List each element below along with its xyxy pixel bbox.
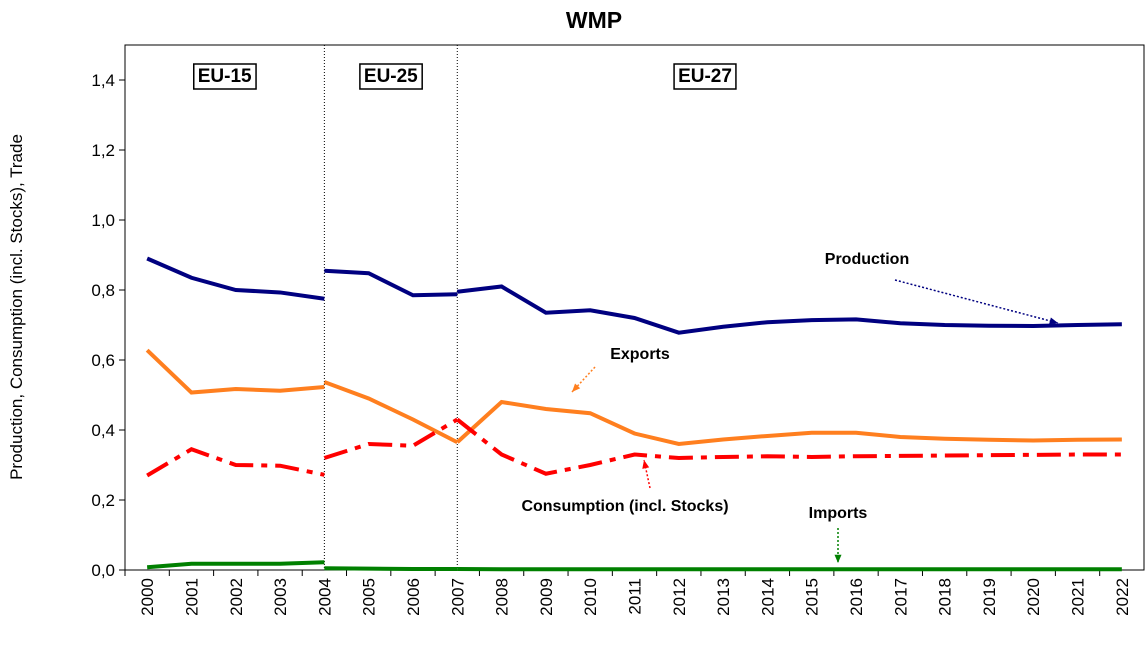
x-tick-label: 2012 — [670, 578, 689, 616]
y-tick-label: 1,2 — [91, 141, 115, 160]
x-tick-label: 2007 — [448, 578, 467, 616]
x-tick-label: 2019 — [980, 578, 999, 616]
annotation-arrowhead — [1049, 317, 1058, 324]
plot-area — [125, 45, 1144, 570]
region-label: EU-25 — [364, 66, 418, 87]
x-tick-label: 2015 — [803, 578, 822, 616]
x-tick-label: 2005 — [360, 578, 379, 616]
x-tick-label: 2008 — [493, 578, 512, 616]
series-line — [147, 449, 324, 475]
x-tick-label: 2010 — [581, 578, 600, 616]
y-tick-label: 1,0 — [91, 211, 115, 230]
y-tick-label: 0,8 — [91, 281, 115, 300]
x-tick-label: 2018 — [936, 578, 955, 616]
x-tick-label: 2011 — [626, 578, 645, 615]
x-tick-label: 2017 — [891, 578, 910, 616]
x-tick-label: 2009 — [537, 578, 556, 616]
annotation-arrow — [895, 280, 1058, 323]
x-tick-label: 2000 — [138, 578, 157, 616]
series-line — [324, 420, 457, 459]
y-axis-title: Production, Consumption (incl. Stocks), … — [7, 134, 26, 480]
series-line — [457, 287, 1122, 333]
series-line — [147, 562, 324, 567]
series-annotation: Exports — [610, 346, 670, 363]
annotation-arrowhead — [642, 460, 649, 469]
series-line — [457, 420, 1122, 474]
series-annotation: Production — [825, 251, 909, 268]
y-tick-label: 1,4 — [91, 71, 115, 90]
x-tick-label: 2006 — [404, 578, 423, 616]
x-tick-label: 2020 — [1024, 578, 1043, 616]
annotation-arrowhead — [834, 555, 841, 563]
series-line — [324, 271, 457, 296]
y-tick-label: 0,0 — [91, 561, 115, 580]
y-tick-label: 0,6 — [91, 351, 115, 370]
series-line — [324, 568, 457, 569]
series-annotation: Consumption (incl. Stocks) — [521, 498, 728, 515]
series-line — [457, 402, 1122, 444]
region-label: EU-15 — [198, 66, 252, 87]
x-tick-label: 2003 — [271, 578, 290, 616]
x-tick-label: 2013 — [714, 578, 733, 616]
y-tick-label: 0,2 — [91, 491, 115, 510]
x-tick-label: 2014 — [758, 578, 777, 616]
annotation-arrowhead — [572, 384, 580, 392]
x-tick-label: 2001 — [182, 578, 201, 616]
region-label: EU-27 — [678, 66, 732, 87]
x-tick-label: 2021 — [1069, 578, 1088, 616]
x-tick-label: 2004 — [315, 578, 334, 616]
series-line — [147, 259, 324, 299]
y-tick-label: 0,4 — [91, 421, 115, 440]
series-annotation: Imports — [809, 505, 868, 522]
chart-title: WMP — [566, 7, 622, 33]
x-tick-label: 2016 — [847, 578, 866, 616]
series-line — [324, 382, 457, 442]
x-tick-label: 2002 — [227, 578, 246, 616]
x-tick-label: 2022 — [1113, 578, 1132, 616]
series-line — [147, 350, 324, 392]
